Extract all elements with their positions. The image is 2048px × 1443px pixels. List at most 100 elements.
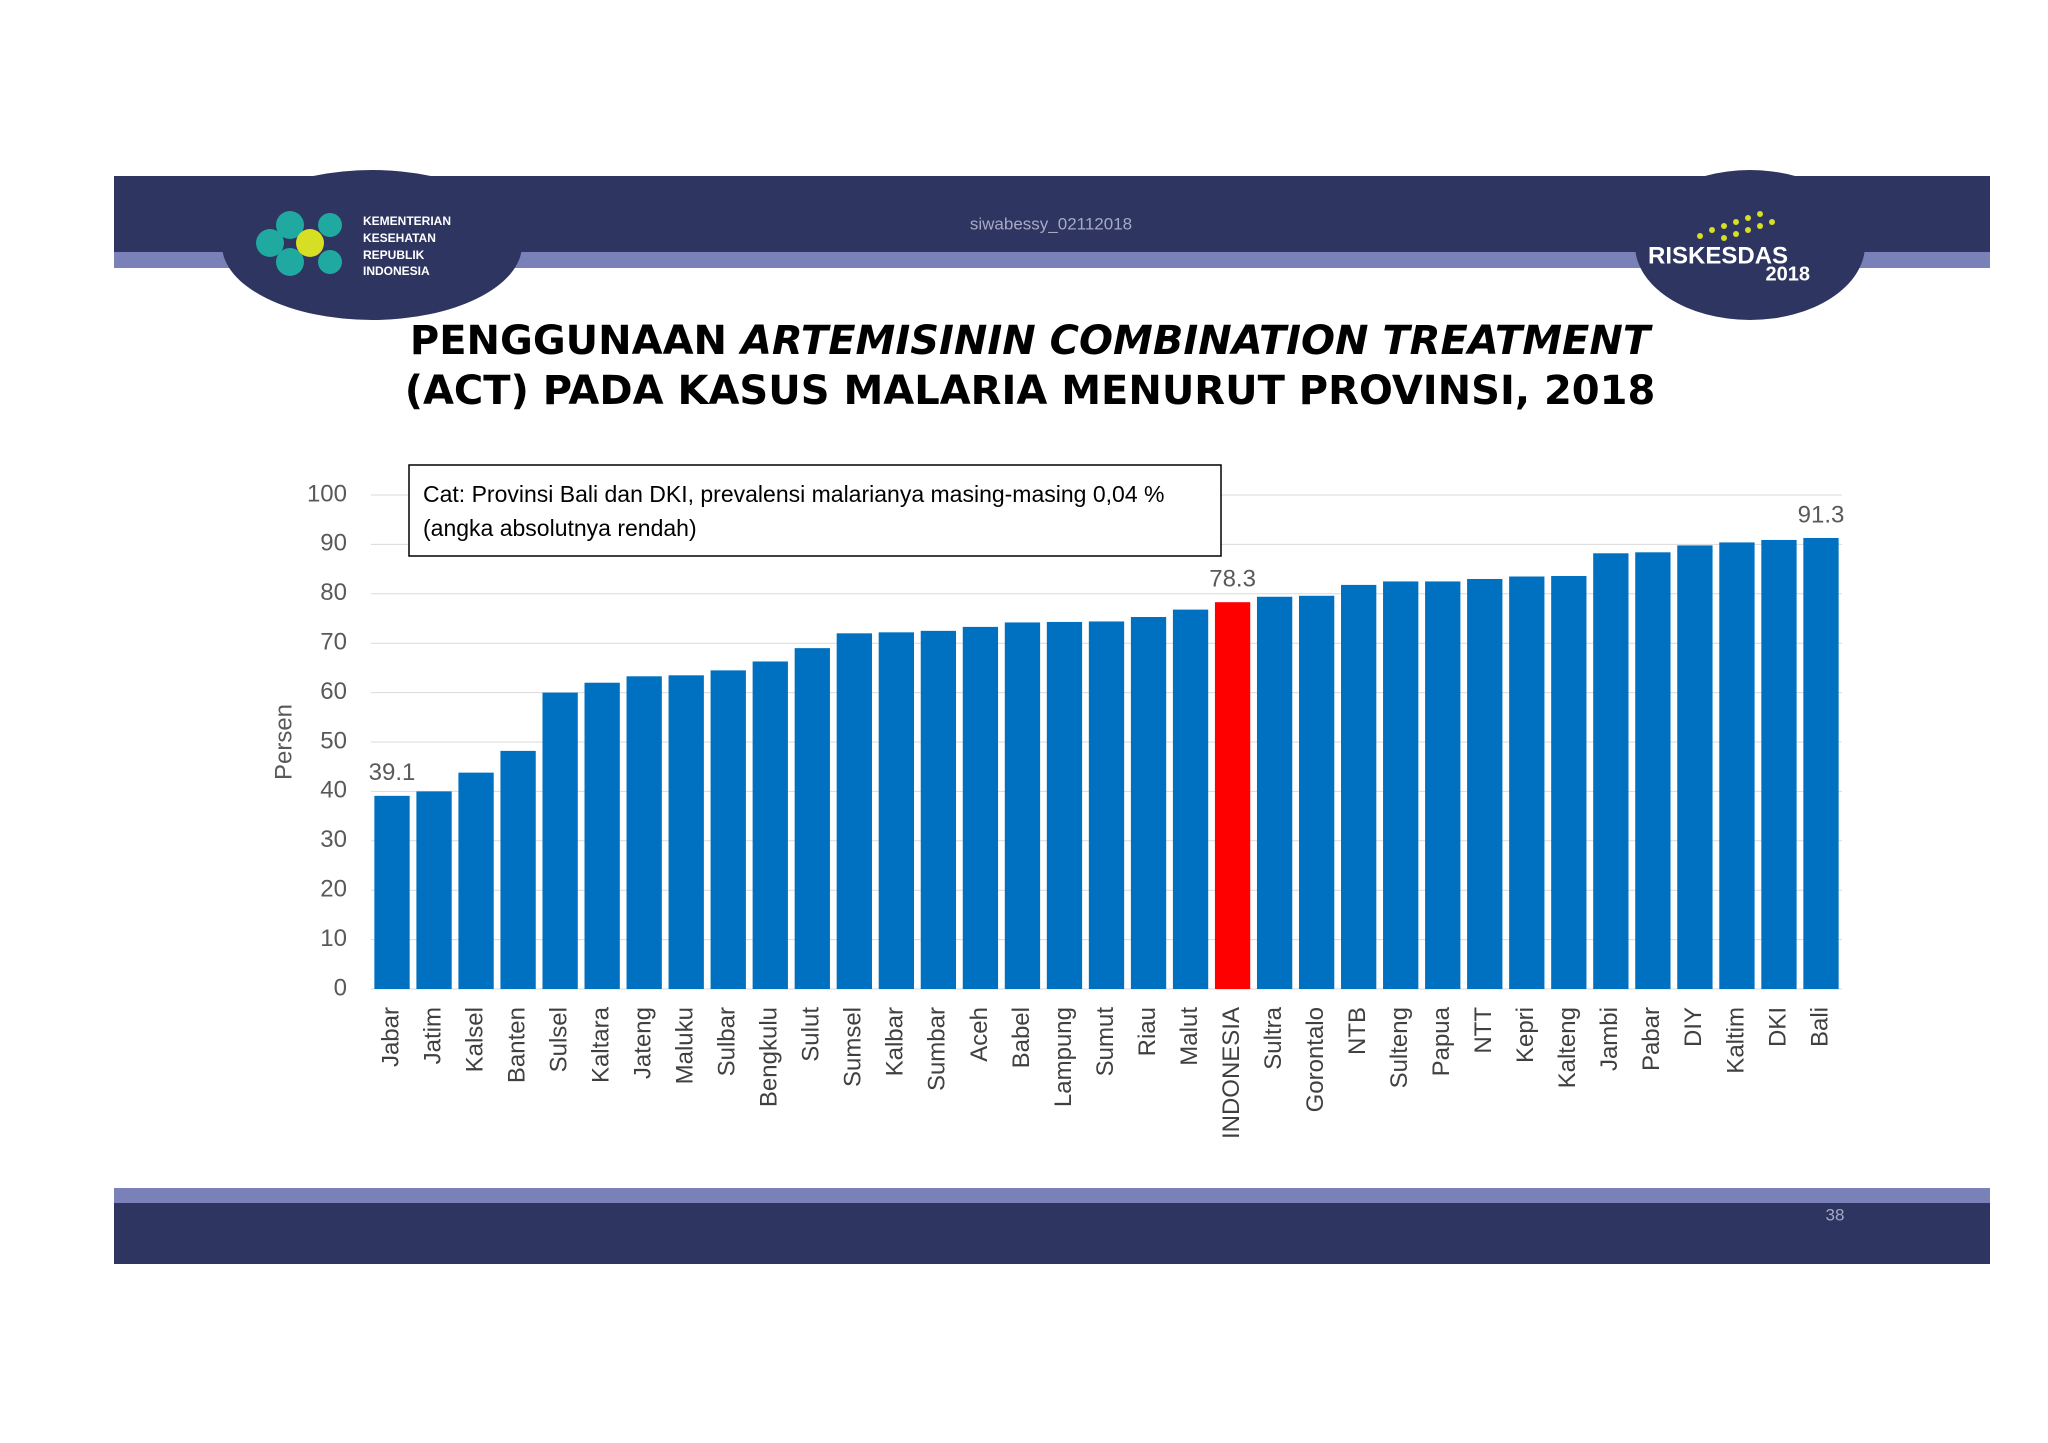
header-band [114,176,1990,252]
y-tick-label: 60 [320,678,347,705]
y-tick-label: 90 [320,530,347,557]
bar [1551,576,1587,989]
x-tick-label: Babel [1008,1007,1035,1068]
plot: 0 10 20 30 40 50 60 70 80 90 100 Jabar 39.1 Jatim Kals… [307,480,1844,1139]
x-tick-label: Gorontalo [1302,1007,1329,1112]
note: (angka absolutnya rendah) [423,515,697,541]
y-axis-label: Persen [270,704,297,780]
x-tick-label: Kalsel [461,1007,488,1072]
bar [1298,595,1335,989]
x-tick-label: Bengkulu [756,1007,783,1107]
x-tick-label: Sulut [798,1007,825,1062]
x-tick-label: Jateng [630,1007,657,1079]
y-tick-label: 20 [320,876,347,903]
brand-dots [1697,211,1775,241]
header-strip [114,252,1990,268]
bar [836,633,872,989]
y-tick-label: 50 [320,727,347,754]
ministry-logo [256,211,342,276]
bar [1341,584,1377,989]
chart-title: PENGGUNAAN ARTEMISININ COMBINATION TREAT… [410,318,1653,364]
bar [374,795,410,989]
bar [1004,622,1041,989]
bar [1593,553,1629,989]
value-label: 39.1 [369,759,416,786]
bar [962,626,999,989]
x-tick-label: Papua [1428,1006,1455,1076]
bar [794,648,830,989]
bar [710,670,746,989]
x-tick-label: Sumbar [924,1007,951,1091]
bar [1046,621,1083,989]
x-tick-label: Aceh [966,1007,993,1062]
bar [878,632,915,989]
brand: RISKESDAS [1648,242,1788,269]
x-tick-label: Kaltim [1722,1007,1749,1074]
note-box [408,464,1222,557]
y-tick-label: 10 [320,925,347,952]
footer-band [114,1203,1990,1264]
bar [1467,578,1503,989]
x-tick-label: Jabar [377,1007,404,1067]
bar [1383,581,1419,989]
value-label: 78.3 [1209,566,1256,593]
note: Cat: Provinsi Bali dan DKI, prevalensi m… [423,481,1164,507]
y-tick-label: 80 [320,579,347,606]
x-tick-label: Banten [503,1007,530,1083]
bar [416,791,452,989]
x-tick-label: Kepri [1512,1007,1539,1063]
bar [752,661,788,989]
title-part: PENGGUNAAN [410,318,727,364]
brand-year: 2018 [1766,263,1811,285]
bar [1677,545,1713,989]
x-tick-label: Pabar [1638,1007,1665,1071]
x-tick-label: Riau [1134,1007,1161,1056]
x-tick-label: Sulbar [714,1007,741,1076]
bar [1761,539,1797,989]
y-tick-label: 70 [320,629,347,656]
y-tick-label: 40 [320,777,347,804]
page-number: 38 [1826,1205,1845,1224]
bar [1256,596,1293,989]
x-tick-label: Bali [1806,1007,1833,1047]
bar [584,682,620,989]
bar [1719,542,1755,989]
bar [1803,537,1839,989]
x-tick-label: DKI [1764,1007,1791,1047]
title-part: ARTEMISININ COMBINATION TREATMENT [738,318,1653,364]
bar [920,630,957,989]
chart-title: (ACT) PADA KASUS MALARIA MENURUT PROVINS… [405,368,1656,414]
logo-text: INDONESIA [363,264,430,278]
bar [626,676,662,989]
x-tick-label: Sumut [1092,1007,1119,1077]
bar [542,692,578,989]
x-tick-label: Sumsel [840,1007,867,1087]
y-tick-label: 0 [334,974,347,1001]
logo-text: REPUBLIK [363,248,425,262]
watermark: siwabessy_02112018 [970,214,1132,233]
x-tick-label: Kaltara [588,1006,615,1083]
x-tick-label: DIY [1680,1007,1707,1047]
bar [1214,602,1251,989]
bar [668,675,704,989]
bar [1425,581,1461,989]
x-tick-label: Sultra [1260,1006,1287,1069]
bar [1088,621,1125,989]
x-tick-label: NTT [1470,1007,1497,1054]
bar [1172,609,1209,989]
x-tick-label: Jambi [1596,1007,1623,1071]
bar [500,750,536,989]
footer-strip [114,1188,1990,1203]
y-tick-label: 30 [320,826,347,853]
x-tick-label: Malut [1176,1007,1203,1066]
logo-text: KESEHATAN [363,231,436,245]
bar [1130,617,1167,989]
x-tick-label: Sulsel [545,1007,572,1072]
bar [1635,552,1671,989]
x-tick-label: Lampung [1050,1007,1077,1107]
x-tick-label: NTB [1344,1007,1371,1055]
bar [458,772,494,989]
x-tick-label: INDONESIA [1218,1007,1245,1139]
x-tick-label: Jatim [419,1007,446,1064]
